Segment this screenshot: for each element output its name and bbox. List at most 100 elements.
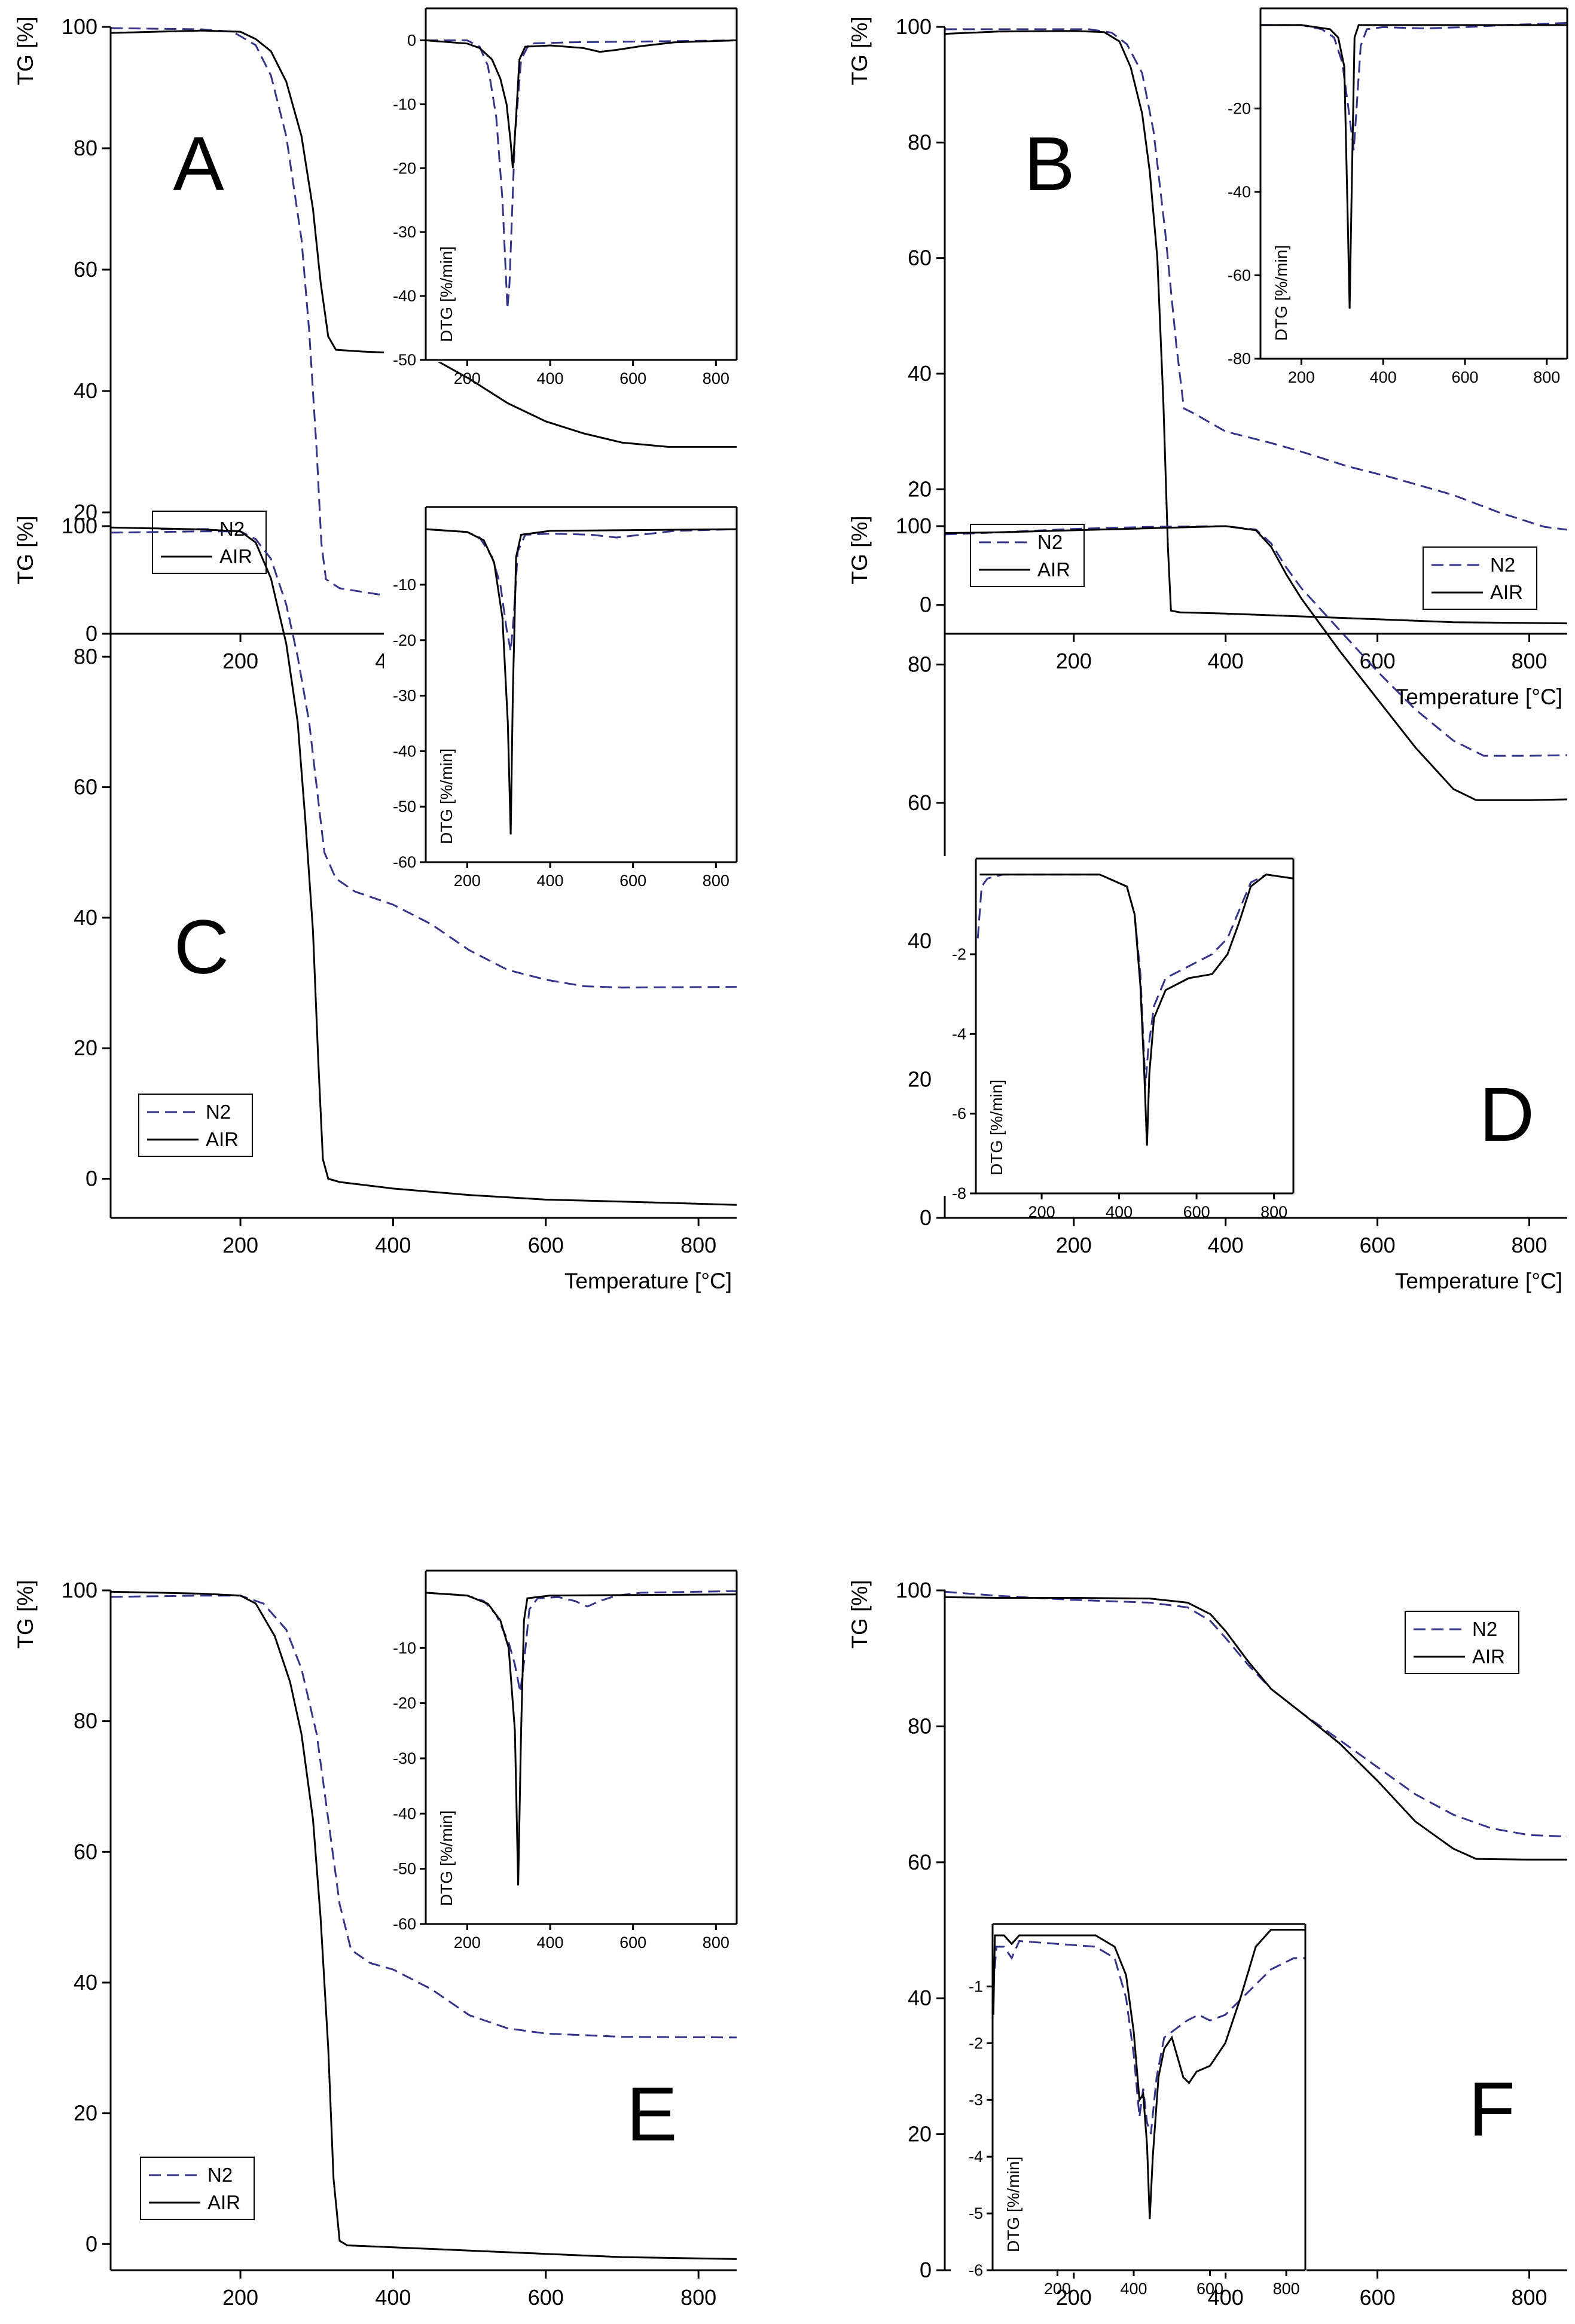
y-tick-label: 80	[908, 652, 932, 676]
inset-x-tick-label: 200	[1028, 1203, 1055, 1221]
inset-x-tick-label: 200	[1288, 368, 1315, 386]
x-tick-label: 200	[222, 649, 258, 673]
inset-y-axis-title: DTG [%/min]	[437, 1810, 456, 1906]
inset-x-tick-label: 200	[454, 369, 481, 387]
x-axis-title: Temperature [°C]	[564, 1269, 732, 1293]
y-tick-label: 80	[74, 644, 97, 668]
y-axis-title: TG [%]	[847, 16, 872, 85]
inset-x-tick-label: 800	[1533, 368, 1560, 386]
x-tick-label: 200	[1056, 1233, 1092, 1257]
panel-a-inset-series-group	[426, 39, 737, 309]
x-tick-label: 600	[1360, 2285, 1396, 2310]
y-axis-title: TG [%]	[847, 1580, 872, 1648]
y-tick-label: 100	[62, 514, 97, 538]
inset-y-tick-label: -4	[969, 2148, 983, 2166]
inset-y-tick-label: -10	[393, 1639, 416, 1657]
panel-c-letter: C	[174, 905, 229, 990]
legend-label-n2: N2	[207, 2164, 233, 2186]
panel-b-inset-background	[1219, 6, 1568, 361]
y-tick-label: 100	[896, 514, 932, 538]
y-tick-label: 60	[74, 257, 97, 282]
y-tick-label: 20	[74, 500, 97, 524]
x-tick-label: 400	[1208, 1233, 1244, 1257]
inset-y-tick-label: -1	[969, 1977, 983, 1995]
panel-c-main-line-n2	[111, 530, 737, 989]
inset-x-tick-label: 600	[1451, 368, 1478, 386]
panel-a-main-line-air	[111, 29, 737, 448]
panel-e-inset-line-n2	[426, 1590, 737, 1693]
panel-f-inset-line-n2	[993, 1940, 1305, 2134]
inset-y-tick-label: -40	[1228, 183, 1251, 201]
inset-y-tick-label: -40	[393, 1804, 416, 1822]
y-tick-label: 60	[74, 775, 97, 799]
y-tick-label: 40	[74, 378, 97, 403]
inset-y-tick-label: -40	[393, 287, 416, 305]
panel-a-main-line-n2	[111, 27, 737, 621]
panel-c-inset-line-air	[426, 528, 737, 835]
y-tick-label: 60	[908, 246, 932, 270]
panel-e-inset-series-group	[426, 1590, 737, 1886]
inset-y-tick-label: -2	[969, 2034, 983, 2052]
inset-y-axis-title: DTG [%/min]	[1272, 245, 1290, 341]
panel-c: 200 400 600 800 0 20 40 60 80 100 Temperature [°C]…	[13, 505, 738, 1293]
panel-e-main-line-air	[111, 1590, 737, 2260]
y-axis-title: TG [%]	[13, 1580, 38, 1648]
inset-x-tick-label: 600	[619, 1934, 646, 1952]
y-tick-label: 100	[62, 1578, 97, 1602]
panel-d-inset-series-group	[976, 874, 1293, 1146]
legend-box	[152, 511, 267, 574]
x-tick-label: 200	[1056, 2285, 1092, 2310]
inset-x-tick-label: 800	[703, 369, 729, 387]
y-tick-label: 20	[74, 2101, 97, 2126]
x-tick-label: 600	[528, 1233, 564, 1257]
legend: N2 AIR	[1423, 546, 1537, 610]
inset-y-tick-label: -6	[952, 1105, 966, 1123]
legend-label-n2: N2	[1472, 1618, 1497, 1640]
x-tick-label: 200	[1056, 649, 1092, 673]
inset-y-tick-label: -40	[393, 742, 416, 760]
legend: N2 AIR	[970, 524, 1085, 587]
inset-y-tick-label: -6	[969, 2261, 983, 2279]
inset-y-tick-label: -4	[952, 1025, 966, 1043]
panel-c-main-series-group	[111, 526, 737, 1206]
inset-y-tick-label: -20	[393, 159, 416, 177]
legend-label-n2: N2	[1490, 554, 1515, 576]
inset-x-tick-label: 400	[536, 872, 563, 890]
legend-box	[1405, 1611, 1519, 1674]
legend-label-air: AIR	[219, 545, 252, 567]
inset-x-tick-label: 200	[1044, 2280, 1071, 2298]
inset-y-tick-label: -20	[1228, 99, 1251, 117]
x-axis-title: Temperature [°C]	[1395, 2321, 1562, 2324]
x-tick-label: 200	[222, 2285, 258, 2310]
panel-b-inset-line-air	[1260, 24, 1567, 309]
y-tick-label: 40	[908, 361, 932, 386]
inset-y-tick-label: -5	[969, 2204, 983, 2222]
y-tick-label: 20	[74, 1036, 97, 1060]
y-tick-label: 60	[908, 790, 932, 815]
y-tick-label: 20	[908, 477, 932, 501]
panel-b-letter: B	[1024, 121, 1075, 207]
y-tick-label: 80	[908, 130, 932, 154]
panel-e-main-line-n2	[111, 1595, 737, 2039]
y-tick-label: 80	[74, 136, 97, 160]
inset-y-tick-label: -20	[393, 1694, 416, 1712]
x-tick-label: 400	[1208, 649, 1244, 673]
x-tick-label: 800	[680, 1233, 716, 1257]
panel-d-letter: D	[1479, 1072, 1534, 1158]
inset-x-tick-label: 400	[1370, 368, 1397, 386]
panel-a-inset-line-air	[426, 39, 737, 169]
inset-x-tick-label: 800	[703, 1934, 729, 1952]
inset-x-tick-label: 600	[619, 872, 646, 890]
panel-f-main-line-air	[945, 1596, 1567, 1861]
x-tick-label: 600	[1360, 649, 1396, 673]
inset-x-tick-label: 400	[1106, 1203, 1133, 1221]
x-tick-label: 800	[680, 2285, 716, 2310]
panel-c-inset-background	[384, 505, 738, 865]
legend: N2 AIR	[138, 1094, 253, 1157]
panel-d: 200 400 600 800 0 20 40 60 80 100 Temperature [°C]…	[847, 514, 1567, 1293]
panel-b-inset-series-group	[1260, 22, 1567, 309]
y-tick-label: 20	[908, 2122, 932, 2146]
inset-x-tick-label: 400	[536, 1934, 563, 1952]
